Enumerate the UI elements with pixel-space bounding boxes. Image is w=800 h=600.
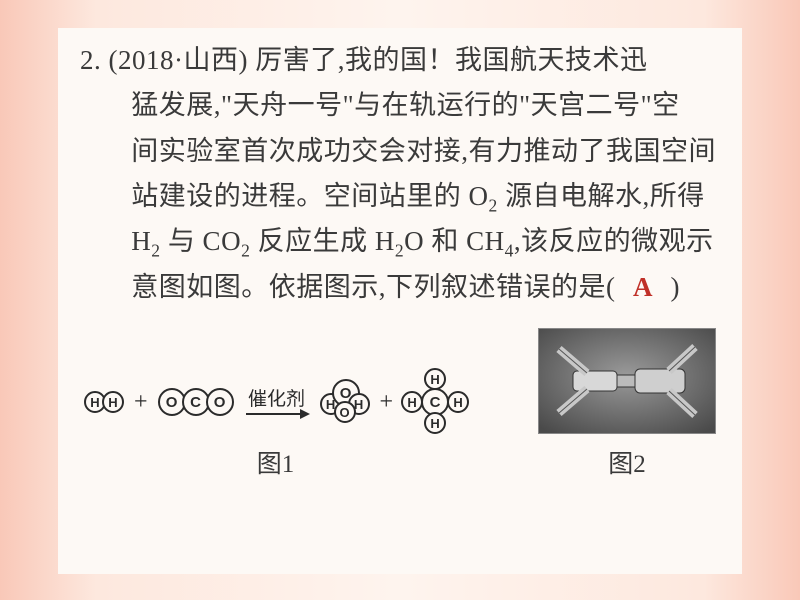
q-line5b: 与 CO [161, 226, 242, 256]
arrow-icon [244, 407, 310, 421]
sub-co2: 2 [241, 241, 250, 261]
fig2-label: 图2 [608, 444, 646, 480]
q-line5c: 反应生成 H [250, 226, 395, 256]
molecule-h2o: H O H O [320, 379, 370, 425]
atom-h: H [447, 391, 469, 413]
atom-h: H [424, 368, 446, 390]
q-line5e: ,该反应的微观示 [514, 226, 714, 256]
sub-o2: 2 [489, 195, 498, 215]
atom-h: H [424, 412, 446, 434]
question-number: 2. (2018·山西) [80, 45, 255, 75]
molecule-h2: H H [84, 391, 124, 413]
q-line4a: 站建设的进程。空间站里的 O [131, 181, 488, 211]
plus-symbol: + [134, 389, 148, 416]
q-line3: 间实验室首次成功交会对接,有力推动了我国空间 [80, 129, 720, 174]
sub-h2o: 2 [395, 241, 404, 261]
q-line2: 猛发展,"天舟一号"与在轨运行的"天宫二号"空 [80, 83, 720, 128]
q-line4b: 源自电解水,所得 [498, 181, 705, 211]
q-line1: 厉害了,我的国！我国航天技术迅 [255, 45, 647, 75]
chem-equation: H H + O C O 催化剂 H [84, 370, 467, 434]
answer-letter: A [630, 265, 656, 310]
question-text: 2. (2018·山西) 厉害了,我的国！我国航天技术迅 猛发展,"天舟一号"与… [80, 38, 720, 310]
spacecraft-photo-block: 图2 [538, 328, 716, 480]
atom-o: O [206, 388, 234, 416]
spacecraft-photo [538, 328, 716, 434]
atom-h: H [102, 391, 124, 413]
reaction-diagram: H H + O C O 催化剂 H [84, 370, 467, 480]
sub-h2: 2 [151, 241, 160, 261]
q-line5a: H [131, 226, 151, 256]
molecule-co2: O C O [158, 388, 234, 416]
diagram-row: H H + O C O 催化剂 H [80, 328, 720, 480]
fig1-label: 图1 [257, 444, 295, 480]
q-line6b: ) [671, 272, 681, 302]
slide-card: 2. (2018·山西) 厉害了,我的国！我国航天技术迅 猛发展,"天舟一号"与… [58, 28, 742, 574]
reaction-arrow: 催化剂 [244, 384, 310, 421]
q-line5d: O 和 CH [404, 226, 505, 256]
plus-symbol: + [380, 389, 394, 416]
molecule-ch4: H H C H H [403, 370, 467, 434]
spacecraft-icon [539, 329, 715, 433]
atom-h: H [401, 391, 423, 413]
atom-o: O [334, 401, 356, 423]
sub-ch4: 4 [505, 241, 514, 261]
q-line6a: 意图如图。依据图示,下列叙述错误的是( [131, 272, 615, 302]
